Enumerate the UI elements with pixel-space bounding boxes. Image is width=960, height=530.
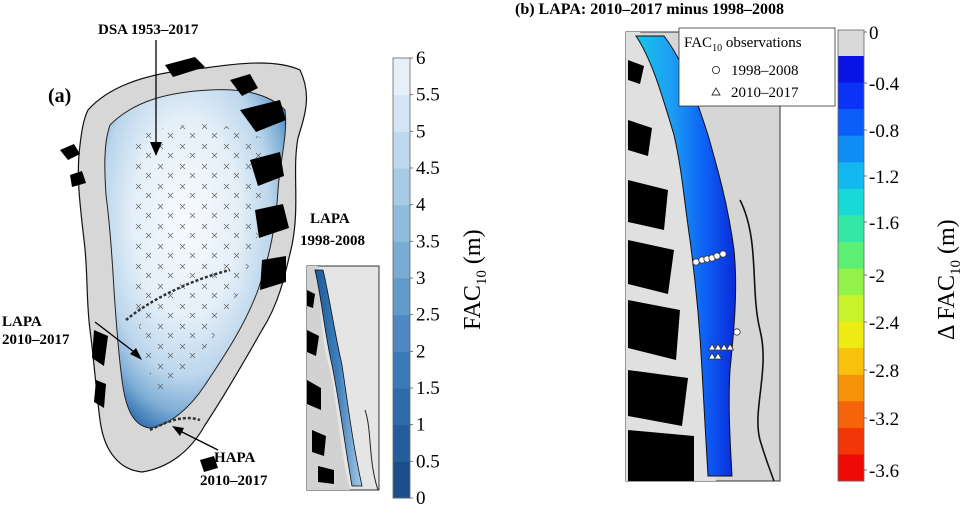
panel-b-strip — [635, 35, 737, 477]
colorbar-b-tick-label: -2 — [869, 266, 885, 287]
legend-box — [678, 27, 836, 107]
colorbar-b-cell — [838, 374, 864, 402]
colorbar-b-cell — [838, 401, 864, 429]
colorbar-b-cell — [838, 56, 864, 84]
colorbar-a: 0 0.5 1 1.5 2 2.5 3 3.5 4 4.5 5 5.5 6 FAC10 (m) — [392, 48, 490, 509]
colorbar-a-tick-label: 0 — [416, 488, 426, 509]
colorbar-b-title: Δ FAC10 (m) — [934, 219, 960, 340]
colorbar-a-tick-label: 3 — [416, 268, 426, 289]
colorbar-b-cell — [838, 321, 864, 349]
panel-a: (a) DSA 1953–2017 LAPA 2010–2017 HAPA 20… — [2, 22, 490, 509]
colorbar-b-cell — [838, 348, 864, 376]
colorbar-b-tick-label: -3.6 — [869, 461, 899, 482]
panel-b-islands — [628, 60, 694, 481]
colorbar-a-tick-label: 6 — [416, 48, 426, 69]
colorbar-b-tick-label: -2.4 — [869, 313, 900, 334]
inset-coast-line — [364, 409, 379, 491]
colorbar-b-cell — [838, 427, 864, 455]
colorbar-b-tick-label: 0 — [869, 23, 879, 44]
colorbar-a-tick-label: 2 — [416, 341, 426, 362]
colorbar-b-tick-label: -0.8 — [869, 121, 899, 142]
colorbar-a-cells — [393, 58, 410, 499]
colorbar-b-tick-label: -1.6 — [869, 213, 899, 234]
panel-b-legend: FAC10 observations 1998–2008 2010–2017 — [678, 27, 836, 107]
colorbar-a-tick-label: 5 — [416, 121, 426, 142]
colorbar-b-cell — [838, 30, 864, 56]
legend-item-1998: 1998–2008 — [731, 63, 799, 79]
panel-b: (b) LAPA: 2010–2017 minus 1998–2008 — [515, 1, 960, 482]
colorbar-b-cell — [838, 135, 864, 163]
hapa-label-2: 2010–2017 — [200, 473, 268, 489]
colorbar-b-frame — [837, 29, 865, 482]
legend-triangle-icon — [711, 87, 721, 96]
colorbar-a-cell — [393, 58, 410, 96]
inset-title-1: LAPA — [310, 211, 350, 227]
panel-a-label: (a) — [48, 85, 71, 107]
colorbar-b: 0 -0.4 -0.8 -1.2 -1.6 -2 -2.4 -2.8 -3.2 -3.6 Δ FA… — [837, 23, 960, 482]
dsa-arrowhead — [150, 142, 162, 156]
lapa-arrowhead — [130, 348, 142, 360]
legend-item-2010: 2010–2017 — [731, 85, 799, 101]
colorbar-b-tick-label: -2.8 — [869, 361, 899, 382]
legend-title: FAC10 observations — [684, 35, 802, 54]
colorbar-a-cell — [393, 204, 410, 242]
colorbar-b-tick-label: -1.2 — [869, 167, 899, 188]
colorbar-a-tick-label: 3.5 — [416, 231, 440, 252]
lapa-2010-label-1: LAPA — [2, 314, 42, 330]
inset-lapa-1998: LAPA 1998-2008 — [300, 211, 380, 491]
colorbar-b-cell — [838, 109, 864, 137]
colorbar-a-tick-label: 1.5 — [416, 378, 440, 399]
coastal-islands — [60, 57, 289, 472]
colorbar-b-cells — [838, 30, 864, 482]
colorbar-b-cell — [838, 188, 864, 216]
hapa-arrow — [177, 429, 219, 451]
colorbar-a-tick-label: 0.5 — [416, 451, 440, 472]
traverse-line — [125, 268, 231, 432]
colorbar-b-ticks: 0 -0.4 -0.8 -1.2 -1.6 -2 -2.4 -2.8 -3.2 -3.6 — [864, 23, 900, 482]
colorbar-b-cell — [838, 162, 864, 190]
panel-b-coast-line — [739, 199, 775, 482]
colorbar-a-tick-label: 2.5 — [416, 305, 440, 326]
colorbar-a-cell — [393, 314, 410, 352]
colorbar-a-tick-label: 1 — [416, 415, 426, 436]
hapa-label-1: HAPA — [214, 450, 256, 466]
colorbar-a-tick-label: 4 — [416, 195, 426, 216]
colorbar-b-tick-label: -3.2 — [869, 409, 899, 430]
colorbar-b-cell — [838, 454, 864, 482]
inset-islands — [307, 290, 334, 484]
inset-title-2: 1998-2008 — [300, 233, 365, 249]
colorbar-a-cell — [393, 424, 410, 462]
obs-circles — [692, 250, 741, 336]
colorbar-a-tick-label: 4.5 — [416, 158, 440, 179]
colorbar-b-cell — [838, 295, 864, 323]
colorbar-b-cell — [838, 241, 864, 269]
dsa-label: DSA 1953–2017 — [98, 22, 199, 38]
colorbar-a-cell — [393, 241, 410, 279]
obs-triangles — [707, 343, 735, 360]
legend-circle-icon — [711, 65, 721, 75]
colorbar-a-cell — [393, 351, 410, 389]
panel-b-title: (b) LAPA: 2010–2017 minus 1998–2008 — [515, 1, 784, 18]
colorbar-b-cell — [838, 215, 864, 243]
hapa-arrowhead — [172, 426, 184, 436]
colorbar-b-cell — [838, 268, 864, 296]
colorbar-a-cell — [393, 94, 410, 132]
colorbar-b-tick-label: -0.4 — [869, 74, 900, 95]
colorbar-a-title: FAC10 (m) — [460, 229, 490, 330]
colorbar-a-tick-label: 5.5 — [416, 85, 440, 106]
colorbar-a-cell — [393, 278, 410, 316]
colorbar-a-cell — [393, 461, 410, 499]
colorbar-a-cell — [393, 388, 410, 426]
lapa-arrow — [94, 321, 139, 356]
colorbar-a-cell — [393, 168, 410, 206]
colorbar-b-cell — [838, 82, 864, 110]
ice-crosses — [130, 124, 267, 400]
colorbar-a-cell — [393, 131, 410, 169]
colorbar-a-ticks: 0 0.5 1 1.5 2 2.5 3 3.5 4 4.5 5 5.5 6 — [410, 48, 440, 509]
inset-strip — [314, 269, 363, 487]
lapa-2010-label-2: 2010–2017 — [2, 332, 70, 348]
